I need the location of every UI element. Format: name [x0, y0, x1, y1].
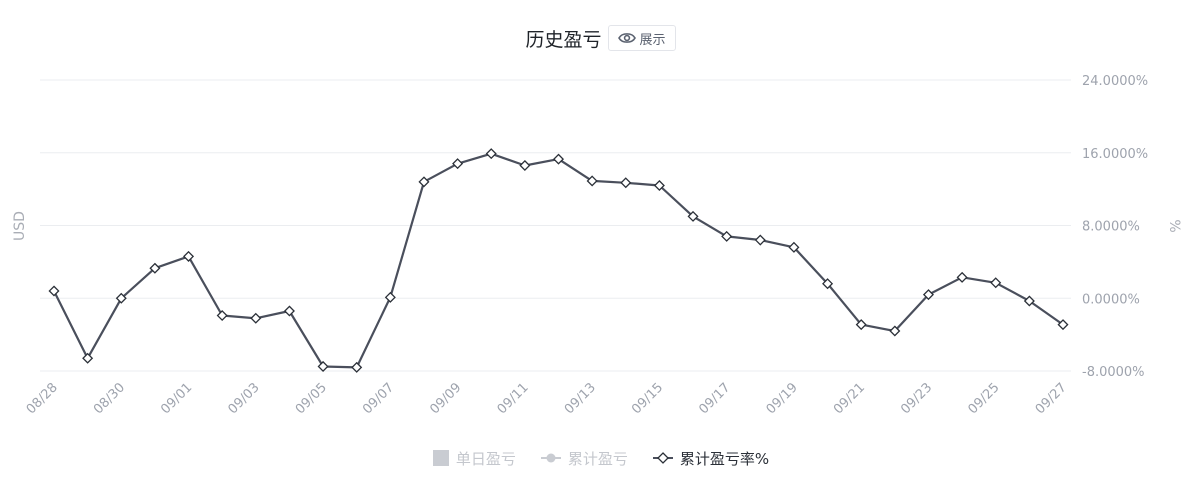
x-tick-label: 09/15 — [629, 380, 666, 417]
x-tick-label: 09/21 — [831, 380, 868, 417]
legend-item-daily-pnl[interactable]: 单日盈亏 — [432, 448, 516, 469]
x-tick-label: 09/05 — [293, 380, 330, 417]
x-tick-label: 09/01 — [158, 380, 195, 417]
legend-label-cumulative-pnl: 累计盈亏 — [567, 449, 628, 468]
show-toggle-label: 展示 — [639, 32, 666, 48]
x-tick-label: 09/09 — [427, 380, 464, 417]
data-point[interactable] — [754, 234, 766, 246]
show-toggle-button[interactable]: 展示 — [607, 25, 676, 51]
data-point[interactable] — [216, 310, 228, 322]
x-tick-label: 09/11 — [495, 380, 532, 417]
series-line-layer — [53, 152, 1064, 369]
chart-legend: 单日盈亏 累计盈亏 累计盈亏率% — [0, 446, 1201, 470]
data-point[interactable] — [922, 289, 934, 301]
legend-item-cumulative-pnl-rate[interactable]: 累计盈亏率% — [652, 448, 769, 469]
legend-label-daily-pnl: 单日盈亏 — [455, 449, 516, 468]
y-tick-label: -8.0000% — [1082, 365, 1145, 380]
line-diamond-swatch-icon — [652, 451, 674, 465]
data-point-layer — [48, 148, 1069, 373]
x-tick-label: 09/19 — [764, 380, 801, 417]
data-point[interactable] — [250, 312, 262, 324]
data-point[interactable] — [552, 153, 565, 165]
data-point[interactable] — [788, 241, 800, 253]
data-point[interactable] — [990, 277, 1002, 289]
chart-title: 历史盈亏 — [525, 28, 602, 51]
y-axis-tick-labels: 24.0000% 16.0000% 8.0000% 0.0000% -8.0000% — [1082, 74, 1148, 380]
data-point[interactable] — [418, 176, 430, 188]
legend-item-cumulative-pnl[interactable]: 累计盈亏 — [540, 448, 628, 469]
data-point[interactable] — [82, 352, 94, 364]
x-tick-label: 09/25 — [965, 380, 1002, 417]
data-point[interactable] — [1023, 295, 1035, 307]
data-point[interactable] — [889, 325, 901, 337]
eye-icon — [617, 32, 636, 44]
line-dot-swatch-icon — [540, 451, 562, 465]
data-point[interactable] — [1057, 319, 1069, 331]
y-tick-label: 16.0000% — [1082, 147, 1148, 162]
right-axis-label: % — [1166, 219, 1182, 232]
x-axis-tick-labels: 08/28 08/30 09/01 09/03 09/05 09/07 09/09 09/11… — [24, 380, 1070, 417]
data-point[interactable] — [687, 210, 699, 222]
data-point[interactable] — [115, 292, 127, 304]
x-tick-label: 09/13 — [562, 380, 599, 417]
y-tick-label: 24.0000% — [1082, 74, 1148, 89]
data-point[interactable] — [822, 278, 834, 290]
legend-label-cumulative-pnl-rate: 累计盈亏率% — [679, 449, 770, 468]
x-tick-label: 08/28 — [24, 380, 61, 417]
series-line — [53, 152, 1064, 369]
data-point[interactable] — [586, 175, 598, 187]
data-point[interactable] — [452, 158, 464, 170]
chart-header: 历史盈亏 展示 — [0, 22, 1201, 54]
data-point[interactable] — [283, 305, 295, 317]
data-point[interactable] — [519, 159, 531, 172]
data-point[interactable] — [956, 271, 968, 283]
data-point[interactable] — [183, 250, 195, 262]
x-tick-label: 09/27 — [1033, 380, 1070, 417]
x-tick-label: 09/07 — [360, 380, 397, 417]
data-point[interactable] — [721, 230, 733, 242]
y-tick-label: 0.0000% — [1082, 292, 1140, 307]
data-point[interactable] — [620, 177, 632, 189]
data-point[interactable] — [48, 285, 60, 297]
x-tick-label: 09/23 — [898, 380, 935, 417]
x-tick-label: 09/17 — [696, 380, 733, 417]
x-tick-label: 08/30 — [91, 380, 128, 417]
data-point[interactable] — [855, 319, 867, 331]
square-swatch-icon — [432, 449, 450, 467]
data-point[interactable] — [485, 148, 497, 160]
x-tick-label: 09/03 — [226, 380, 263, 417]
left-axis-label: USD — [12, 211, 28, 241]
grid-lines — [40, 79, 1071, 372]
y-tick-label: 8.0000% — [1082, 220, 1140, 235]
data-point[interactable] — [653, 179, 665, 192]
data-point[interactable] — [351, 361, 363, 373]
data-point[interactable] — [317, 360, 329, 372]
data-point[interactable] — [149, 262, 161, 274]
data-point[interactable] — [384, 291, 396, 303]
